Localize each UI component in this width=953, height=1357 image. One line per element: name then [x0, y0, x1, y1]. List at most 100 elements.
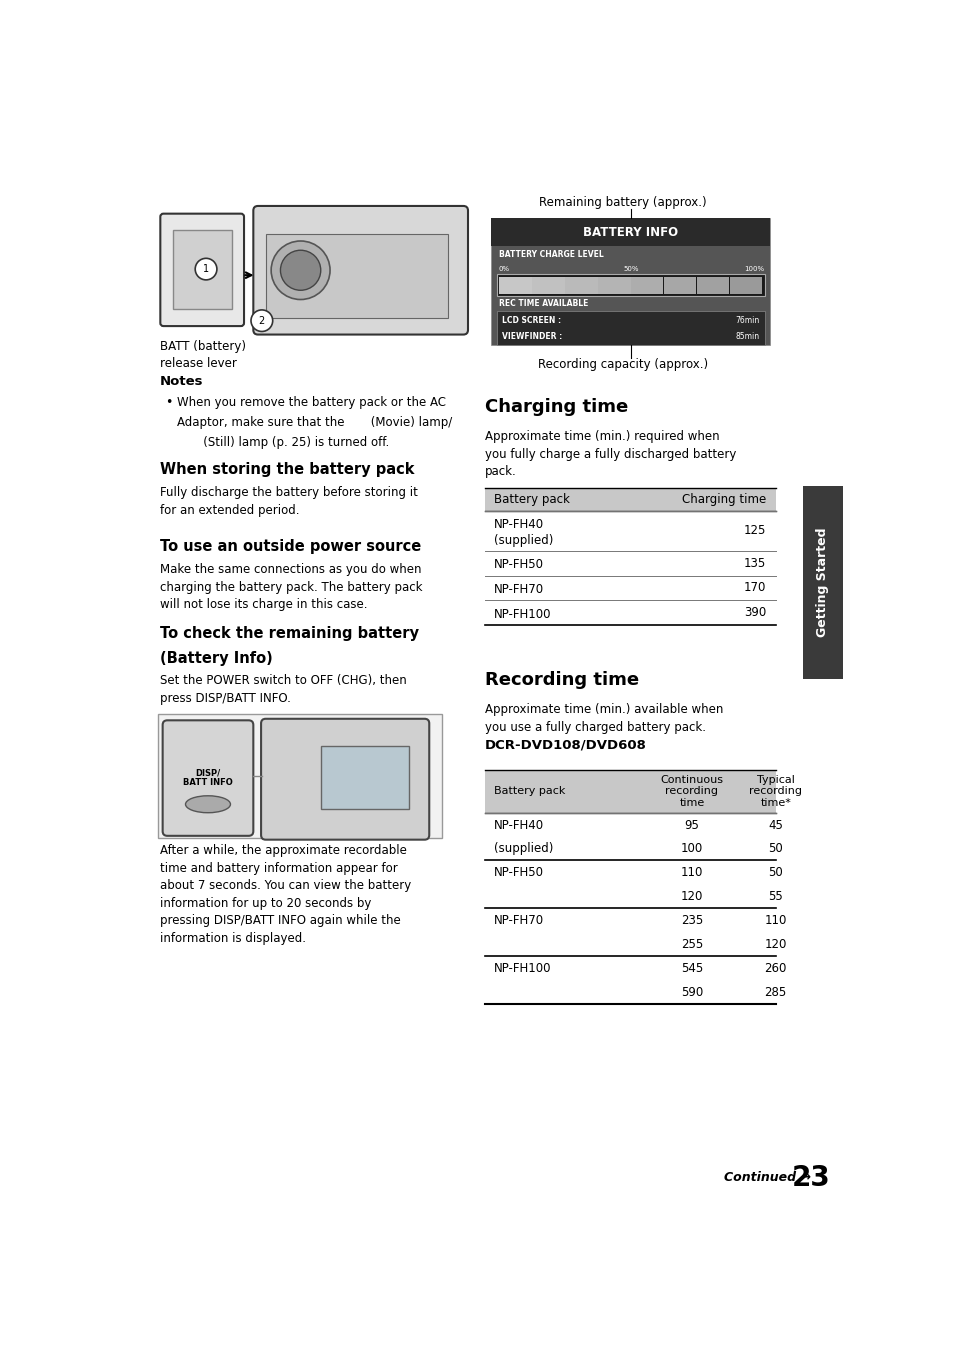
FancyBboxPatch shape: [564, 277, 597, 293]
Text: BATTERY INFO: BATTERY INFO: [582, 225, 678, 239]
Text: Make the same connections as you do when
charging the battery pack. The battery : Make the same connections as you do when…: [159, 563, 421, 611]
Text: 95: 95: [684, 818, 699, 832]
FancyBboxPatch shape: [729, 277, 761, 293]
Text: REC TIME AVAILABLE: REC TIME AVAILABLE: [498, 300, 588, 308]
Text: Charging time: Charging time: [681, 493, 765, 506]
Text: Recording capacity (approx.): Recording capacity (approx.): [537, 358, 707, 372]
Text: BATT (battery): BATT (battery): [159, 341, 245, 353]
Text: 390: 390: [743, 607, 765, 619]
FancyBboxPatch shape: [261, 719, 429, 840]
FancyBboxPatch shape: [498, 277, 531, 293]
Text: (Still) lamp (p. 25) is turned off.: (Still) lamp (p. 25) is turned off.: [176, 436, 389, 449]
FancyBboxPatch shape: [158, 714, 441, 839]
FancyBboxPatch shape: [663, 277, 696, 293]
FancyBboxPatch shape: [162, 721, 253, 836]
Ellipse shape: [185, 795, 231, 813]
Text: DISP/
BATT INFO: DISP/ BATT INFO: [183, 768, 233, 787]
FancyBboxPatch shape: [497, 312, 764, 345]
Text: Adaptor, make sure that the       (Movie) lamp/: Adaptor, make sure that the (Movie) lamp…: [176, 417, 452, 429]
Text: DCR-DVD108/DVD608: DCR-DVD108/DVD608: [484, 738, 646, 752]
Text: (Battery Info): (Battery Info): [159, 651, 272, 666]
Text: 125: 125: [743, 524, 765, 537]
Circle shape: [195, 258, 216, 280]
FancyBboxPatch shape: [491, 218, 769, 246]
FancyBboxPatch shape: [630, 277, 662, 293]
Text: 45: 45: [767, 818, 782, 832]
FancyBboxPatch shape: [253, 206, 468, 335]
Text: NP-FH50: NP-FH50: [494, 558, 544, 571]
Text: Set the POWER switch to OFF (CHG), then
press DISP/BATT INFO.: Set the POWER switch to OFF (CHG), then …: [159, 674, 406, 704]
Text: NP-FH100: NP-FH100: [494, 608, 551, 620]
Text: (supplied): (supplied): [494, 533, 553, 547]
Text: 100%: 100%: [743, 266, 763, 273]
Text: When storing the battery pack: When storing the battery pack: [159, 461, 414, 476]
Text: 260: 260: [763, 962, 786, 974]
Text: Battery pack: Battery pack: [494, 493, 570, 506]
Text: 110: 110: [680, 866, 702, 879]
Text: 590: 590: [680, 985, 702, 999]
Text: 50: 50: [767, 866, 782, 879]
Text: (supplied): (supplied): [494, 843, 553, 855]
Text: Fully discharge the battery before storing it
for an extended period.: Fully discharge the battery before stori…: [159, 486, 417, 517]
Text: 110: 110: [763, 915, 786, 927]
FancyBboxPatch shape: [802, 486, 842, 678]
FancyBboxPatch shape: [484, 487, 775, 510]
FancyBboxPatch shape: [598, 277, 630, 293]
FancyBboxPatch shape: [484, 769, 775, 813]
Text: 120: 120: [763, 938, 786, 951]
Text: 545: 545: [680, 962, 702, 974]
Text: Notes: Notes: [159, 375, 203, 388]
Text: NP-FH40: NP-FH40: [494, 518, 544, 531]
Text: Battery pack: Battery pack: [494, 786, 565, 797]
Text: 135: 135: [743, 556, 765, 570]
Circle shape: [280, 250, 320, 290]
FancyBboxPatch shape: [532, 277, 564, 293]
FancyBboxPatch shape: [172, 229, 232, 309]
Text: 235: 235: [680, 915, 702, 927]
Text: 100: 100: [680, 843, 702, 855]
Text: LCD SCREEN :: LCD SCREEN :: [501, 316, 560, 324]
Text: 50: 50: [767, 843, 782, 855]
Text: 50%: 50%: [622, 266, 638, 273]
Text: NP-FH50: NP-FH50: [494, 866, 544, 879]
Text: VIEWFINDER :: VIEWFINDER :: [501, 332, 561, 341]
Text: Approximate time (min.) required when
you fully charge a fully discharged batter: Approximate time (min.) required when yo…: [484, 430, 736, 478]
Text: •: •: [165, 396, 172, 410]
Text: 2: 2: [258, 316, 265, 326]
FancyBboxPatch shape: [266, 233, 447, 319]
Text: 23: 23: [791, 1164, 830, 1191]
Text: When you remove the battery pack or the AC: When you remove the battery pack or the …: [176, 396, 445, 410]
Text: 1: 1: [203, 265, 209, 274]
FancyBboxPatch shape: [696, 277, 728, 293]
Text: 76min: 76min: [735, 316, 759, 324]
Text: NP-FH70: NP-FH70: [494, 584, 544, 596]
Text: Continued →: Continued →: [723, 1171, 810, 1185]
Text: Charging time: Charging time: [484, 398, 628, 415]
Text: 85min: 85min: [735, 332, 759, 341]
Text: To check the remaining battery: To check the remaining battery: [159, 627, 418, 642]
Text: NP-FH70: NP-FH70: [494, 915, 544, 927]
FancyBboxPatch shape: [491, 218, 769, 345]
Text: 170: 170: [743, 581, 765, 594]
Text: 120: 120: [680, 890, 702, 904]
Text: 55: 55: [767, 890, 782, 904]
Text: Approximate time (min.) available when
you use a fully charged battery pack.: Approximate time (min.) available when y…: [484, 703, 722, 734]
Text: NP-FH40: NP-FH40: [494, 818, 544, 832]
Text: Remaining battery (approx.): Remaining battery (approx.): [538, 195, 706, 209]
Text: Recording time: Recording time: [484, 672, 639, 689]
Text: To use an outside power source: To use an outside power source: [159, 539, 420, 554]
Text: 255: 255: [680, 938, 702, 951]
Text: After a while, the approximate recordable
time and battery information appear fo: After a while, the approximate recordabl…: [159, 844, 411, 944]
Text: Typical
recording
time*: Typical recording time*: [748, 775, 801, 807]
Text: Getting Started: Getting Started: [816, 528, 828, 638]
Text: 285: 285: [763, 985, 786, 999]
Circle shape: [251, 309, 273, 331]
Circle shape: [271, 242, 330, 300]
Text: Continuous
recording
time: Continuous recording time: [659, 775, 722, 807]
Text: release lever: release lever: [159, 357, 236, 370]
FancyBboxPatch shape: [497, 274, 764, 296]
FancyBboxPatch shape: [160, 213, 244, 326]
FancyBboxPatch shape: [320, 746, 409, 809]
Text: NP-FH100: NP-FH100: [494, 962, 551, 974]
Text: BATTERY CHARGE LEVEL: BATTERY CHARGE LEVEL: [498, 250, 603, 259]
